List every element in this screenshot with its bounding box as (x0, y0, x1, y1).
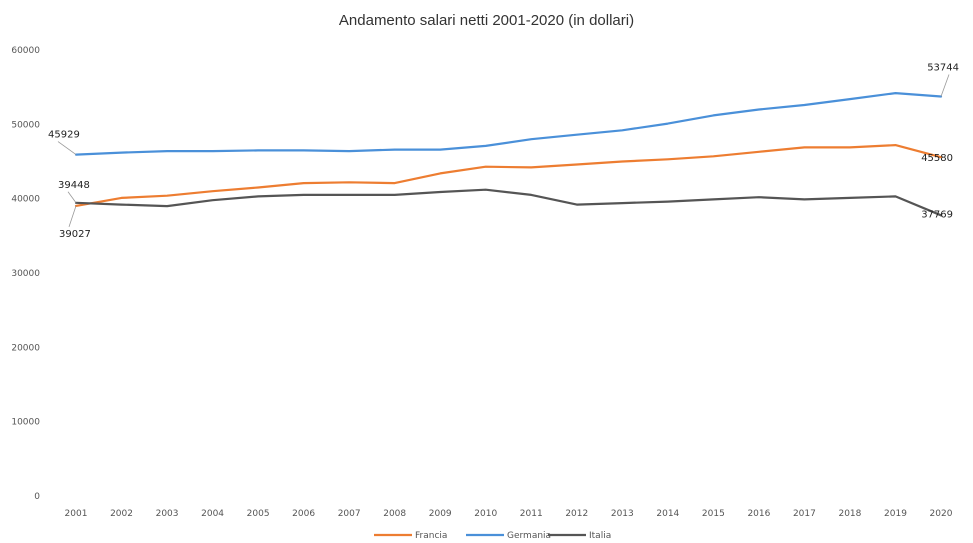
x-tick-label: 2014 (656, 509, 679, 519)
x-tick-label: 2001 (65, 509, 88, 519)
x-tick-label: 2004 (201, 509, 224, 519)
y-tick-label: 30000 (11, 269, 40, 279)
data-label-leader (67, 191, 77, 204)
data-label: 37769 (921, 209, 953, 220)
x-tick-label: 2010 (474, 509, 497, 519)
data-label: 45929 (48, 130, 80, 141)
y-tick-label: 50000 (11, 120, 40, 130)
data-label-leader (940, 74, 950, 97)
x-tick-label: 2013 (611, 509, 634, 519)
x-tick-label: 2011 (520, 509, 543, 519)
data-label: 53744 (927, 63, 959, 74)
data-label: 39448 (58, 180, 90, 191)
x-tick-label: 2009 (429, 509, 452, 519)
y-tick-label: 60000 (11, 46, 40, 56)
x-tick-label: 2007 (338, 509, 361, 519)
x-tick-label: 2005 (247, 509, 270, 519)
x-tick-label: 2016 (747, 509, 770, 519)
y-tick-label: 20000 (11, 343, 40, 353)
x-tick-label: 2018 (838, 509, 861, 519)
series-line-italia (74, 188, 943, 217)
legend-label: Italia (589, 531, 611, 541)
x-tick-label: 2020 (930, 509, 953, 519)
x-tick-label: 2008 (383, 509, 406, 519)
x-tick-label: 2019 (884, 509, 907, 519)
legend-label: Germania (507, 531, 551, 541)
chart-title: Andamento salari netti 2001-2020 (in dol… (338, 12, 635, 29)
x-tick-label: 2006 (292, 509, 315, 519)
x-tick-label: 2012 (565, 509, 588, 519)
series-line-francia (74, 144, 943, 207)
series-line-germania (74, 91, 943, 156)
y-tick-label: 10000 (11, 418, 40, 428)
y-tick-label: 40000 (11, 195, 40, 205)
data-label-leader (68, 205, 77, 228)
x-tick-label: 2017 (793, 509, 816, 519)
x-tick-label: 2015 (702, 509, 725, 519)
x-tick-label: 2002 (110, 509, 133, 519)
x-tick-label: 2003 (156, 509, 179, 519)
data-label: 45580 (921, 153, 953, 164)
data-label: 39027 (59, 229, 91, 240)
y-tick-label: 0 (34, 492, 40, 502)
legend-label: Francia (415, 531, 447, 541)
data-label-leader (57, 141, 77, 155)
